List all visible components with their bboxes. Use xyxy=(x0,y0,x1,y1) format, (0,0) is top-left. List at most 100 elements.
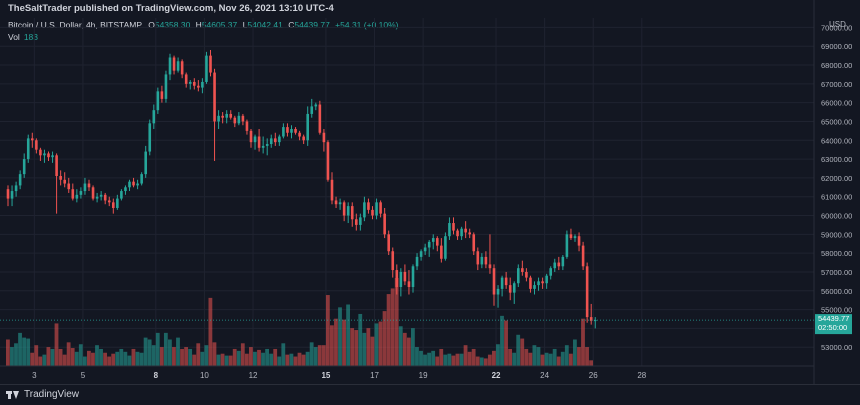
candle-body xyxy=(55,155,58,177)
volume-bar xyxy=(42,354,47,366)
volume-bar xyxy=(552,348,557,366)
volume-bar xyxy=(402,332,407,366)
candle-body xyxy=(14,185,18,192)
volume-bar xyxy=(382,311,387,366)
volume-bar xyxy=(249,347,253,366)
brand-name: TradingView xyxy=(24,389,80,400)
candle-body xyxy=(201,81,204,88)
candle-body xyxy=(294,128,297,133)
candle-body xyxy=(517,268,520,284)
volume-bar xyxy=(293,356,298,366)
volume-bar xyxy=(301,354,306,366)
candle-body xyxy=(51,155,54,158)
volume-bar xyxy=(103,352,107,366)
change-value: +54.31 (+0.10%) xyxy=(335,20,399,30)
volume-bars xyxy=(6,278,593,366)
open-label: O xyxy=(148,20,155,30)
candle-body xyxy=(371,209,374,216)
price-axis[interactable]: 70000.00 69000.00 68000.00 67000.00 66000.00… xyxy=(821,23,852,352)
candle-body xyxy=(249,130,253,143)
volume-bar xyxy=(297,352,302,366)
volume-bar xyxy=(66,342,71,366)
candle-body xyxy=(508,285,512,293)
volume-bar xyxy=(560,351,565,366)
volume-bar xyxy=(119,348,124,366)
symbol-legend[interactable]: Bitcoin / U.S. Dollar, 4h, BITSTAMP O543… xyxy=(8,20,399,30)
candle-body xyxy=(213,72,216,122)
volume-bar xyxy=(168,339,172,366)
volume-bar xyxy=(467,351,472,366)
candle-body xyxy=(492,268,496,295)
candle-body xyxy=(359,217,362,225)
candle-body xyxy=(391,251,395,271)
candle-body xyxy=(225,113,228,118)
volume-bar xyxy=(70,348,75,366)
candle-body xyxy=(314,104,318,107)
time-tick-label: 19 xyxy=(419,371,428,380)
low-label: L xyxy=(242,20,248,30)
time-tick-label: 24 xyxy=(540,371,549,380)
volume-bar xyxy=(427,352,431,366)
candle-body xyxy=(318,104,322,133)
volume-bar xyxy=(374,323,379,366)
time-tick-label: 10 xyxy=(200,371,209,380)
candle-body xyxy=(67,183,71,190)
price-tick-label: 62000.00 xyxy=(821,174,852,183)
volume-bar xyxy=(147,339,152,366)
volume-bar xyxy=(577,347,581,366)
candle-body xyxy=(47,153,50,158)
candle-body xyxy=(112,202,115,208)
time-axis[interactable]: 3 5 8 10 12 15 17 19 22 24 26 28 xyxy=(32,371,647,380)
grid-lines xyxy=(0,18,814,366)
volume-bar xyxy=(281,343,286,366)
volume-bar xyxy=(220,353,225,366)
candle-body xyxy=(209,55,212,73)
volume-bar xyxy=(564,345,569,366)
candle-body xyxy=(496,288,500,295)
volume-bar xyxy=(508,348,512,366)
candle-body xyxy=(274,138,277,143)
candle-body xyxy=(403,271,407,282)
volume-bar xyxy=(261,352,265,366)
candle-body xyxy=(533,285,536,289)
last-price-box xyxy=(815,314,852,335)
volume-bar xyxy=(378,321,383,366)
candle-countdown: 02:50:00 xyxy=(818,323,847,332)
high-value: 54605.37 xyxy=(201,20,238,30)
volume-bar xyxy=(366,328,371,366)
price-chart[interactable]: 70000.00 69000.00 68000.00 67000.00 66000.00… xyxy=(0,0,860,384)
volume-bar xyxy=(346,304,350,366)
volume-bar xyxy=(463,345,468,366)
candle-body xyxy=(350,206,354,220)
volume-bar xyxy=(192,354,197,366)
candle-body xyxy=(561,256,565,267)
volume-bar xyxy=(536,347,541,366)
candle-body xyxy=(480,256,484,265)
volume-bar xyxy=(208,297,213,366)
candle-body xyxy=(375,202,378,216)
volume-legend[interactable]: Vol 183 xyxy=(8,32,38,42)
candle-body xyxy=(282,127,285,137)
volume-bar xyxy=(350,328,355,366)
volume-bar xyxy=(305,351,310,366)
price-tick-label: 68000.00 xyxy=(821,61,852,70)
volume-bar xyxy=(589,360,593,366)
candle-body xyxy=(18,174,22,186)
candle-body xyxy=(411,266,415,287)
volume-bar xyxy=(362,332,367,366)
volume-bar xyxy=(548,353,553,366)
volume-bar xyxy=(180,348,184,366)
volume-bar xyxy=(115,351,120,366)
high-label: H xyxy=(195,20,202,30)
price-tick-label: 66000.00 xyxy=(821,99,852,108)
volume-bar xyxy=(520,338,525,366)
volume-bar xyxy=(411,328,415,366)
candle-body xyxy=(452,223,455,231)
volume-bar xyxy=(95,345,99,366)
tradingview-logo[interactable]: TradingView xyxy=(6,389,79,400)
candle-body xyxy=(585,266,589,318)
publisher-line: TheSaltTrader published on TradingView.c… xyxy=(8,3,334,14)
candle-body xyxy=(83,183,87,192)
volume-bar xyxy=(492,350,496,366)
candle-body xyxy=(229,113,233,118)
